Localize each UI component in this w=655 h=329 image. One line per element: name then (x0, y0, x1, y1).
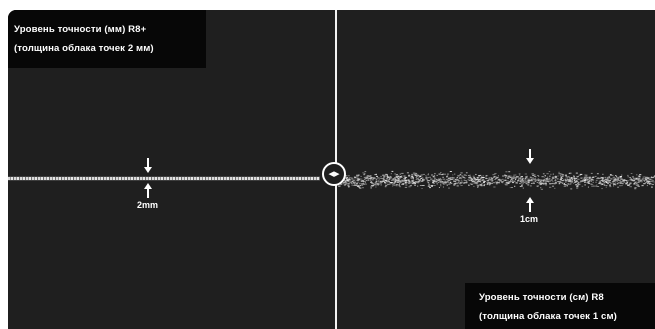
caption-title: Уровень точности (см) R8 (479, 292, 604, 303)
caption-subtitle: (толщина облака точек 1 см) (479, 311, 617, 322)
caption-panel-mm: Уровень точности (мм) R8+ (толщина облак… (8, 10, 206, 68)
arrow-down-icon (526, 149, 534, 164)
comparison-viewer: 2mm 1cm ◂▸ Уровень точности (мм) R8+ (то… (8, 10, 655, 329)
left-right-arrows-icon: ◂▸ (328, 167, 340, 180)
caption-subtitle: (толщина облака точек 2 мм) (14, 43, 154, 54)
arrow-up-icon (144, 183, 152, 198)
arrow-up-icon (526, 197, 534, 212)
measurement-label-1cm: 1cm (520, 214, 539, 224)
compare-slider-handle[interactable]: ◂▸ (322, 162, 346, 186)
point-cloud-thick (338, 170, 655, 190)
caption-panel-cm: Уровень точности (см) R8 (толщина облака… (465, 283, 655, 329)
arrow-down-icon (144, 158, 152, 173)
measurement-label-2mm: 2mm (137, 200, 159, 210)
point-cloud-thin (8, 177, 320, 180)
caption-title: Уровень точности (мм) R8+ (14, 24, 147, 35)
